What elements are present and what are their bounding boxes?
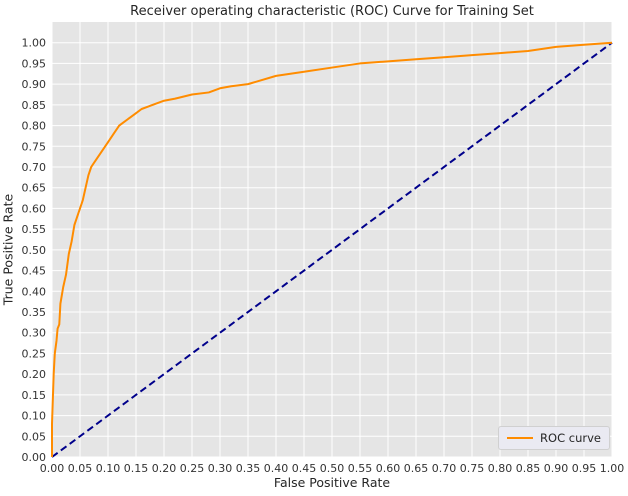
y-tick-label: 0.70: [22, 161, 47, 174]
x-tick-label: 0.55: [348, 462, 373, 475]
y-tick-label: 1.00: [22, 37, 47, 50]
x-tick-label: 0.20: [152, 462, 177, 475]
y-tick-label: 0.60: [22, 202, 47, 215]
x-tick-label: 0.45: [292, 462, 317, 475]
y-tick-label: 0.90: [22, 78, 47, 91]
x-tick-label: 0.40: [264, 462, 289, 475]
grid-lines: [51, 22, 613, 458]
x-tick-label: 0.05: [68, 462, 93, 475]
y-tick-label: 0.25: [22, 347, 47, 360]
y-axis-label: True Positive Rate: [0, 193, 16, 306]
y-tick-label: 0.10: [22, 410, 47, 423]
x-axis-label: False Positive Rate: [273, 475, 391, 490]
y-tick-label: 0.85: [22, 99, 47, 112]
y-tick-label: 0.55: [22, 223, 47, 236]
legend: ROC curve: [498, 426, 610, 450]
chance-diagonal-line: [51, 41, 613, 458]
y-tick-label: 0.65: [22, 182, 47, 195]
y-tick-label: 0.20: [22, 368, 47, 381]
x-tick-label: 0.70: [432, 462, 457, 475]
y-tick-label: 0.15: [22, 389, 47, 402]
y-tick-label: 0.00: [22, 451, 47, 464]
x-tick-label: 0.90: [544, 462, 569, 475]
y-tick-label: 0.35: [22, 306, 47, 319]
x-tick-label: 1.00: [600, 462, 625, 475]
x-tick-label: 0.15: [124, 462, 149, 475]
y-tick-label: 0.05: [22, 430, 47, 443]
legend-swatch-roc: [507, 437, 534, 439]
x-tick-label: 0.85: [516, 462, 541, 475]
x-tick-labels: 0.00 0.05 0.10 0.15 0.20 0.25 0.30 0.35 0.40 0.45…: [40, 462, 625, 475]
legend-label-roc: ROC curve: [540, 431, 601, 445]
x-tick-label: 0.35: [236, 462, 261, 475]
x-tick-label: 0.95: [572, 462, 597, 475]
roc-curve-line: [51, 41, 613, 457]
chart-title: Receiver operating characteristic (ROC) …: [130, 4, 534, 19]
x-tick-label: 0.30: [208, 462, 233, 475]
y-tick-label: 0.75: [22, 140, 47, 153]
x-tick-label: 0.00: [40, 462, 65, 475]
y-tick-label: 0.95: [22, 57, 47, 70]
x-tick-label: 0.75: [460, 462, 485, 475]
y-tick-label: 0.30: [22, 327, 47, 340]
x-tick-label: 0.25: [180, 462, 205, 475]
x-tick-label: 0.10: [96, 462, 121, 475]
x-tick-label: 0.60: [376, 462, 401, 475]
y-tick-label: 0.45: [22, 265, 47, 278]
y-tick-label: 0.50: [22, 244, 47, 257]
x-tick-label: 0.50: [320, 462, 345, 475]
y-tick-label: 0.80: [22, 120, 47, 133]
x-tick-label: 0.65: [404, 462, 429, 475]
y-tick-label: 0.40: [22, 285, 47, 298]
series-lines: [51, 41, 613, 458]
y-tick-labels: 0.00 0.05 0.10 0.15 0.20 0.25 0.30 0.35 0.40 0.45…: [22, 37, 47, 464]
x-tick-label: 0.80: [488, 462, 513, 475]
